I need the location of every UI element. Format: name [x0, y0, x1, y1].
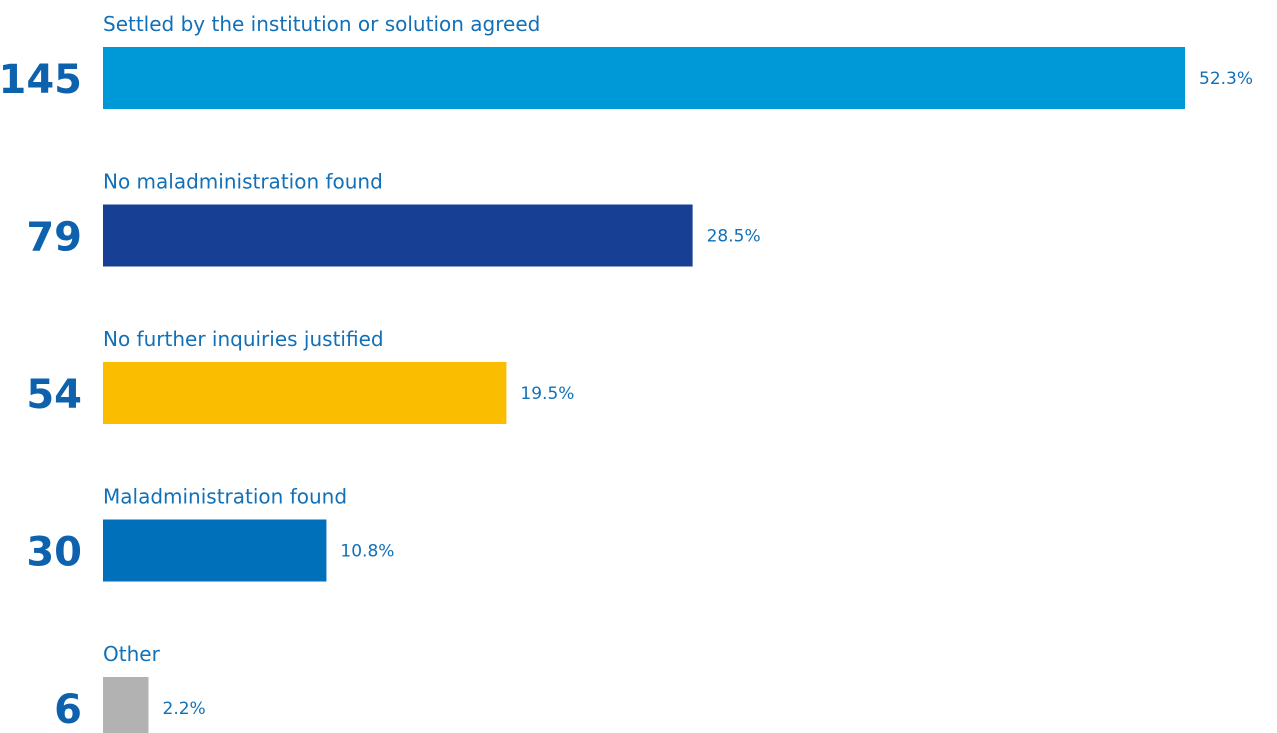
value-label: 52.3% [1199, 69, 1253, 89]
count-label: 6 [54, 687, 82, 733]
bar [103, 677, 149, 733]
category-label: No maladministration found [103, 170, 383, 194]
value-label: 28.5% [707, 227, 761, 247]
bar [103, 204, 693, 267]
count-label: 54 [26, 372, 82, 418]
category-label: Maladministration found [103, 485, 347, 509]
value-label: 19.5% [520, 384, 574, 404]
bar [103, 519, 327, 582]
bar [103, 47, 1185, 109]
category-label: Settled by the institution or solution a… [103, 12, 540, 36]
bar [103, 362, 507, 424]
value-label: 2.2% [163, 699, 206, 719]
category-label: No further inquiries justified [103, 327, 384, 351]
count-label: 30 [26, 530, 82, 576]
count-label: 79 [26, 215, 82, 261]
category-label: Other [103, 642, 161, 666]
value-label: 10.8% [340, 542, 394, 562]
count-label: 145 [0, 57, 82, 103]
